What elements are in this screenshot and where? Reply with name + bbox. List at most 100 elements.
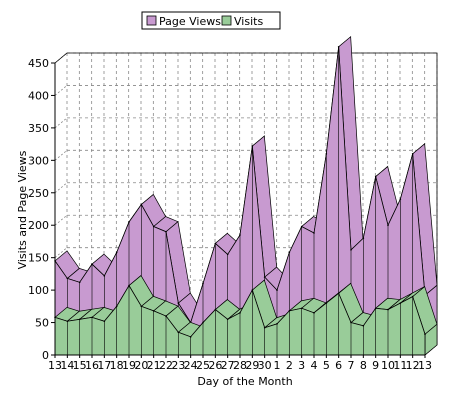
data-point <box>140 203 143 206</box>
x-tick-label: 20 <box>134 359 148 372</box>
data-point <box>325 302 328 304</box>
x-tick-label: 16 <box>85 359 99 372</box>
data-point <box>337 45 340 48</box>
x-tick-label: 12 <box>406 359 420 372</box>
data-point <box>362 325 365 327</box>
grid-line-left-wall <box>54 150 68 161</box>
data-point <box>362 237 365 239</box>
x-tick-label: 23 <box>171 359 185 372</box>
data-point <box>103 320 106 323</box>
data-point <box>399 302 402 304</box>
data-point <box>128 284 130 287</box>
x-tick-label: 29 <box>245 359 259 372</box>
data-point <box>226 253 229 256</box>
data-point <box>387 308 389 311</box>
legend-label-visits: Visits <box>234 15 263 28</box>
data-point <box>103 275 106 277</box>
data-point <box>177 302 180 304</box>
x-axis-title: Day of the Month <box>197 375 292 388</box>
data-point <box>140 305 143 308</box>
y-tick-label: 250 <box>28 187 49 200</box>
data-point <box>152 310 155 312</box>
data-point <box>66 320 69 323</box>
series-front-face <box>54 46 426 356</box>
x-tick-label: 26 <box>208 359 222 372</box>
data-point <box>300 225 303 228</box>
grid-line-left-wall <box>54 214 68 226</box>
data-point <box>374 307 377 310</box>
data-point <box>202 321 204 324</box>
data-point <box>66 277 69 280</box>
y-tick-label: 0 <box>42 349 49 362</box>
x-tick-label: 24 <box>184 359 198 372</box>
y-tick-label: 100 <box>28 284 49 297</box>
x-tick-label: 18 <box>110 359 124 372</box>
data-point <box>128 221 130 223</box>
data-point <box>263 326 266 329</box>
x-tick-label: 15 <box>73 359 87 372</box>
x-tick-label: 3 <box>298 359 305 372</box>
grid-line-left-wall <box>54 117 68 129</box>
x-tick-label: 13 <box>418 359 432 372</box>
data-point <box>288 251 291 254</box>
data-point <box>78 281 81 284</box>
x-tick-label: 4 <box>311 359 318 372</box>
data-point <box>239 234 241 236</box>
y-axis-title: Visits and Page Views <box>16 150 29 269</box>
x-tick-label: 17 <box>97 359 111 372</box>
data-point <box>177 331 180 334</box>
data-point <box>325 153 328 155</box>
x-tick-label: 6 <box>335 359 342 372</box>
data-point <box>424 333 426 336</box>
data-point <box>399 198 402 201</box>
legend-swatch-page-views <box>146 15 157 26</box>
x-tick-label: 14 <box>60 359 74 372</box>
series-layer <box>54 35 438 356</box>
data-point <box>350 321 352 324</box>
data-point <box>78 318 81 321</box>
y-tick-label: 150 <box>28 252 49 265</box>
y-tick-label: 50 <box>35 317 49 330</box>
data-point <box>91 316 93 319</box>
y-tick-label: 200 <box>28 219 49 232</box>
axes: 0501001502002503003504004501314151617181… <box>28 57 432 372</box>
x-tick-label: 11 <box>393 359 407 372</box>
legend-swatch-visits <box>221 15 232 26</box>
data-point <box>226 318 229 321</box>
data-point <box>374 175 377 178</box>
data-point <box>214 308 217 311</box>
data-point <box>189 336 192 338</box>
y-tick-label: 300 <box>28 154 49 167</box>
x-tick-label: 10 <box>381 359 395 372</box>
data-point <box>115 251 118 254</box>
x-tick-label: 5 <box>323 359 330 372</box>
data-point <box>350 249 352 251</box>
data-point <box>300 307 303 310</box>
x-tick-label: 27 <box>221 359 235 372</box>
grid-line-left-wall <box>54 85 68 96</box>
x-tick-label: 1 <box>274 359 281 372</box>
data-point <box>202 282 204 285</box>
grid-line-left-wall <box>54 247 68 258</box>
data-point <box>251 289 254 291</box>
y-tick-label: 450 <box>28 57 49 70</box>
data-point <box>411 295 414 298</box>
x-tick-label: 13 <box>48 359 62 372</box>
data-point <box>91 263 93 265</box>
x-tick-label: 2 <box>286 359 293 372</box>
data-point <box>115 305 118 308</box>
legend-label-page-views: Page Views <box>159 15 221 28</box>
y-tick-label: 400 <box>28 89 49 102</box>
x-tick-label: 21 <box>147 359 161 372</box>
data-point <box>251 145 254 147</box>
x-tick-label: 22 <box>159 359 173 372</box>
data-point <box>313 312 315 314</box>
x-tick-label: 9 <box>372 359 379 372</box>
x-tick-label: 7 <box>348 359 355 372</box>
data-point <box>263 276 266 278</box>
grid-line-left-wall <box>54 182 68 194</box>
data-point <box>337 292 340 295</box>
y-tick-label: 350 <box>28 122 49 135</box>
series-visits <box>54 275 438 356</box>
